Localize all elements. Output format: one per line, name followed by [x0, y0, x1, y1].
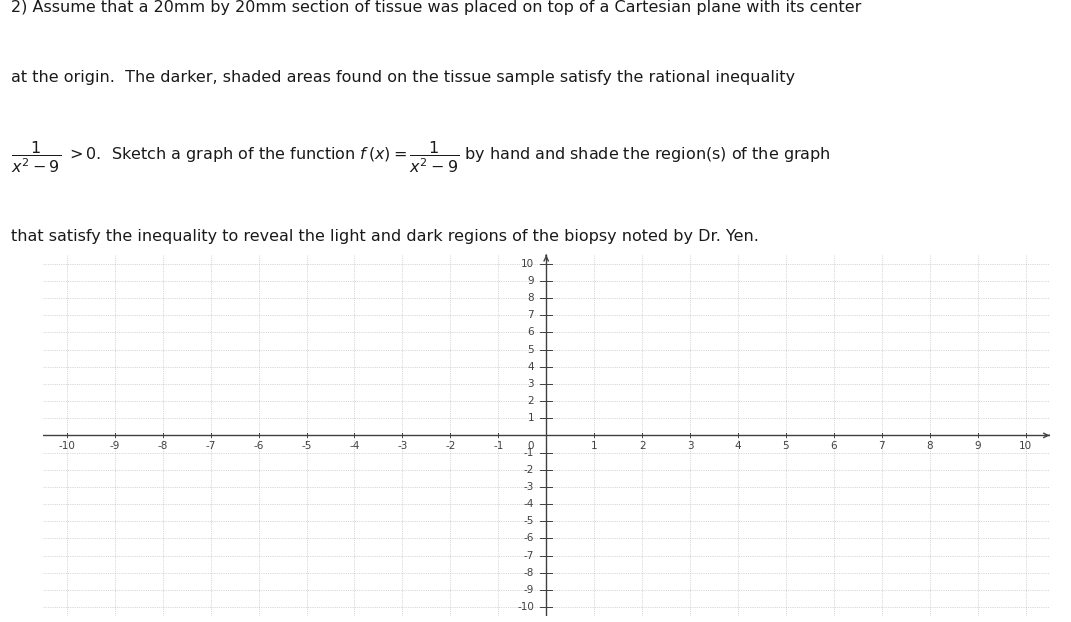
Text: -5: -5: [301, 441, 312, 451]
Text: -4: -4: [524, 499, 534, 509]
Text: 10: 10: [1019, 441, 1032, 451]
Text: 4: 4: [528, 361, 534, 372]
Text: 7: 7: [878, 441, 885, 451]
Text: -9: -9: [524, 585, 534, 595]
Text: -6: -6: [524, 534, 534, 544]
Text: -1: -1: [524, 448, 534, 458]
Text: 5: 5: [783, 441, 789, 451]
Text: 9: 9: [975, 441, 981, 451]
Text: -6: -6: [254, 441, 263, 451]
Text: that satisfy the inequality to reveal the light and dark regions of the biopsy n: that satisfy the inequality to reveal th…: [11, 229, 758, 244]
Text: -1: -1: [493, 441, 503, 451]
Text: 2: 2: [528, 396, 534, 406]
Text: -3: -3: [397, 441, 408, 451]
Text: 9: 9: [528, 276, 534, 285]
Text: 1: 1: [591, 441, 598, 451]
Text: 8: 8: [926, 441, 933, 451]
Text: -8: -8: [157, 441, 168, 451]
Text: -2: -2: [524, 465, 534, 475]
Text: -2: -2: [446, 441, 455, 451]
Text: 3: 3: [528, 379, 534, 389]
Text: -5: -5: [524, 516, 534, 526]
Text: 0: 0: [528, 441, 534, 451]
Text: 5: 5: [528, 345, 534, 355]
Text: -7: -7: [206, 441, 216, 451]
Text: at the origin.  The darker, shaded areas found on the tissue sample satisfy the : at the origin. The darker, shaded areas …: [11, 70, 795, 85]
Text: 2: 2: [638, 441, 646, 451]
Text: -3: -3: [524, 482, 534, 492]
Text: $\dfrac{1}{x^2-9}$ $> 0$.  Sketch a graph of the function $f\,(x) = \dfrac{1}{x^: $\dfrac{1}{x^2-9}$ $> 0$. Sketch a graph…: [11, 139, 830, 175]
Text: 4: 4: [735, 441, 741, 451]
Text: 8: 8: [528, 293, 534, 303]
Text: -8: -8: [524, 568, 534, 578]
Text: -9: -9: [109, 441, 120, 451]
Text: -7: -7: [524, 550, 534, 560]
Text: 7: 7: [528, 310, 534, 320]
Text: 3: 3: [687, 441, 693, 451]
Text: 10: 10: [522, 259, 534, 269]
Text: 6: 6: [830, 441, 838, 451]
Text: -10: -10: [59, 441, 75, 451]
Text: 1: 1: [528, 413, 534, 423]
Text: 2) Assume that a 20mm by 20mm section of tissue was placed on top of a Cartesian: 2) Assume that a 20mm by 20mm section of…: [11, 0, 861, 15]
Text: 6: 6: [528, 327, 534, 337]
Text: -10: -10: [517, 602, 534, 612]
Text: -4: -4: [349, 441, 360, 451]
